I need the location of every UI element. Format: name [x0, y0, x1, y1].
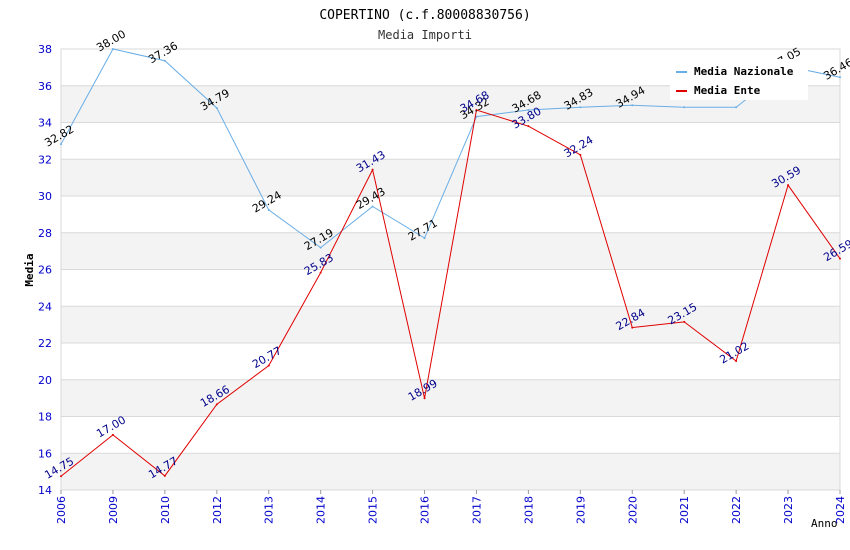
data-point: [423, 397, 426, 400]
data-point: [787, 184, 790, 187]
data-point: [319, 271, 322, 274]
data-point: [267, 208, 270, 211]
data-point: [111, 48, 114, 50]
x-tick-label: 2024: [834, 496, 847, 524]
y-tick-label: 30: [38, 190, 52, 203]
y-tick-label: 28: [38, 227, 52, 240]
plot-band: [61, 453, 840, 490]
x-axis-label: Anno: [811, 517, 838, 530]
y-tick-label: 38: [38, 43, 52, 56]
data-point: [683, 106, 686, 109]
legend: Media Nazionale Media Ente: [670, 59, 808, 100]
y-tick-label: 26: [38, 264, 52, 277]
x-tick-label: 2006: [55, 496, 68, 524]
data-point: [527, 109, 530, 112]
data-point: [163, 474, 166, 477]
data-point: [267, 364, 270, 367]
data-point: [631, 326, 634, 329]
x-tick-label: 2009: [107, 496, 120, 524]
y-axis-label: Media: [23, 253, 36, 286]
plot-band: [61, 379, 840, 417]
y-tick-label: 34: [38, 117, 52, 130]
plot-band: [61, 122, 840, 160]
plot-band: [61, 416, 840, 454]
legend-box: [670, 59, 808, 100]
x-tick-label: 2020: [626, 496, 639, 524]
data-point: [215, 403, 218, 406]
data-point: [475, 115, 478, 118]
x-tick-label: 2017: [470, 496, 483, 524]
x-tick-label: 2022: [730, 496, 743, 524]
y-tick-label: 20: [38, 374, 52, 387]
x-tick-label: 2015: [367, 496, 380, 524]
data-point: [111, 433, 114, 436]
data-point: [527, 125, 530, 128]
data-point: [839, 257, 841, 260]
y-tick-label: 14: [38, 484, 52, 497]
data-point: [579, 153, 582, 156]
x-tick-label: 2023: [782, 496, 795, 524]
data-point: [60, 475, 62, 478]
data-point: [631, 104, 634, 107]
x-tick-label: 2014: [315, 496, 328, 524]
data-point: [579, 106, 582, 109]
chart-title: COPERTINO (c.f.80008830756): [319, 8, 530, 23]
x-tick-label: 2021: [678, 496, 691, 524]
series-line-media-ente: [60, 109, 841, 477]
y-tick-label: 22: [38, 337, 52, 350]
x-tick-label: 2019: [574, 496, 587, 524]
plot-band: [61, 306, 840, 343]
plot-band: [61, 269, 840, 307]
data-point: [735, 360, 738, 363]
y-tick-label: 16: [38, 447, 52, 460]
x-axis-ticks: 2006 2009 2010 2012 2013 2014 2015 2016 2017 2018…: [55, 490, 847, 524]
data-point: [371, 168, 374, 171]
series-lines: [60, 48, 841, 478]
data-point: [839, 76, 841, 79]
chart-subtitle: Media Importi: [378, 28, 472, 42]
data-point: [735, 106, 738, 109]
y-tick-label: 24: [38, 300, 52, 313]
series-line-media-nazionale: [60, 48, 841, 249]
data-point: [215, 106, 218, 109]
plot-band: [61, 196, 840, 233]
plot-band: [61, 232, 840, 270]
x-tick-label: 2012: [211, 496, 224, 524]
data-point: [475, 109, 478, 112]
x-tick-label: 2010: [159, 496, 172, 524]
x-tick-label: 2013: [263, 496, 276, 524]
data-point: [163, 59, 166, 62]
plot-area: [60, 48, 841, 491]
legend-label-nazionale: Media Nazionale: [694, 65, 794, 78]
data-point: [371, 205, 374, 208]
legend-label-ente: Media Ente: [694, 84, 761, 97]
y-tick-label: 36: [38, 80, 52, 93]
y-tick-label: 18: [38, 411, 52, 424]
y-axis-ticks: 14 16 18 20 22 24 26 28 30 32 34 36 38: [38, 43, 52, 497]
plot-background-bands: [61, 49, 840, 490]
x-tick-label: 2016: [419, 496, 432, 524]
plot-band: [61, 343, 840, 380]
data-point: [423, 237, 426, 240]
data-point: [683, 320, 686, 323]
data-point: [319, 246, 322, 249]
x-tick-label: 2018: [522, 496, 535, 524]
y-tick-label: 32: [38, 153, 52, 166]
data-point: [60, 143, 62, 146]
